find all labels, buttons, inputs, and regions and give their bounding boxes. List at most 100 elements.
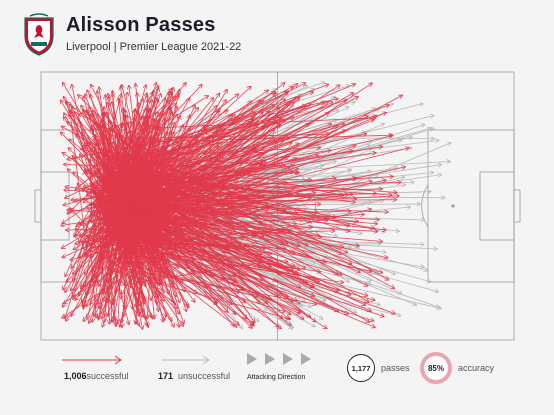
page-title: Alisson Passes [66,14,216,36]
successful-pass-arrow [62,192,133,307]
successful-pass-arrow [118,135,393,204]
successful-pass-arrow [70,208,135,278]
successful-pass-arrow [111,185,151,271]
successful-pass-arrow [139,150,331,179]
successful-pass-arrow [108,191,141,303]
successful-arrow-icon [62,355,122,365]
unsuccessful-arrow-icon [162,355,210,365]
successful-pass-arrow [73,207,93,282]
successful-pass-arrow [135,134,330,139]
successful-pass-arrow [104,205,344,247]
unsuccessful-label: unsuccessful [178,371,231,381]
successful-pass-arrow [100,171,101,248]
right-penalty-area [427,129,515,283]
left-six-yard-box [40,171,70,241]
successful-pass-arrow [106,229,115,241]
successful-pass-arrow [66,102,143,157]
successful-pass-arrow [137,93,353,215]
successful-pass-arrow [63,82,122,182]
unsuccessful-count: 171 [158,371,174,381]
successful-pass-arrow [125,110,130,200]
successful-pass-arrow [131,92,314,162]
successful-pass-arrow [125,223,376,328]
successful-pass-arrow [84,169,130,199]
successful-pass-arrow [110,227,134,289]
successful-pass-arrow [114,146,157,298]
successful-pass-arrow [62,152,98,178]
legend: 1,006successful 171 unsuccessful Attacki… [0,350,554,390]
unsuccessful-legend: 171 unsuccessful [158,371,230,381]
successful-pass-arrow [127,95,180,163]
successful-pass-arrow [92,111,143,244]
successful-passes [60,82,409,329]
successful-pass-arrow [126,137,291,193]
accuracy-badge: 85% [420,352,452,384]
successful-pass-arrow [140,246,145,285]
successful-pass-arrow [150,200,397,202]
right-penalty-spot [451,204,455,208]
successful-pass-arrow [139,163,195,233]
successful-pass-arrow [133,175,360,273]
liverpool-crest-icon [24,13,54,56]
successful-pass-arrow [123,128,190,259]
successful-pass-arrow [107,218,149,282]
passes-label: passes [381,363,410,373]
successful-pass-arrow [90,189,211,246]
attacking-direction-icon [247,353,311,365]
successful-pass-arrow [93,134,96,141]
attacking-direction-label: Attacking Direction [247,374,306,381]
right-six-yard-box [479,171,515,241]
successful-pass-arrow [140,165,370,303]
successful-pass-arrow [107,117,255,202]
successful-pass-arrow [136,231,335,238]
right-penalty-arc [421,184,429,228]
successful-pass-arrow [143,197,180,303]
successful-pass-arrow [142,160,159,211]
successful-pass-arrow [156,150,165,155]
successful-pass-arrow [115,144,307,283]
left-goal [34,189,42,223]
successful-pass-arrow [145,116,181,201]
successful-pass-arrow [125,178,355,215]
successful-pass-arrow [140,184,179,235]
successful-pass-arrow [83,208,110,309]
successful-pass-arrow [115,128,146,270]
successful-pass-arrow [114,95,403,248]
successful-pass-arrow [125,191,300,246]
successful-pass-arrow [153,180,386,231]
successful-pass-arrow [147,212,326,262]
successful-pass-arrow [93,130,346,244]
successful-pass-arrow [109,227,163,285]
successful-pass-arrow [108,213,315,296]
right-goal [513,189,521,223]
successful-pass-arrow [120,160,167,272]
successful-pass-arrow [115,198,171,214]
successful-pass-arrow [144,104,288,236]
successful-pass-arrow [69,139,130,187]
successful-pass-arrow [117,126,143,201]
successful-pass-arrow [102,161,110,199]
successful-pass-arrow [119,190,284,245]
successful-pass-arrow [135,189,260,204]
successful-pass-arrow [115,113,330,230]
successful-pass-arrow [63,185,132,205]
header: Alisson Passes Liverpool | Premier Leagu… [22,10,542,60]
successful-pass-arrow [79,114,141,146]
successful-pass-arrow [134,93,161,165]
successful-pass-arrow [104,177,109,193]
successful-pass-arrow [156,112,263,211]
successful-pass-arrow [158,101,261,184]
successful-pass-arrow [73,218,122,250]
successful-pass-arrow [106,104,311,174]
successful-pass-arrow [129,250,130,265]
successful-legend: 1,006successful [64,371,129,381]
successful-pass-arrow [108,198,295,267]
successful-pass-arrow [119,228,183,282]
passes-badge: 1,177 [347,354,375,382]
successful-pass-arrow [78,120,129,244]
successful-pass-arrow [103,177,127,295]
successful-pass-arrow [148,204,379,220]
successful-pass-arrow [100,176,114,212]
successful-pass-arrow [132,198,140,206]
